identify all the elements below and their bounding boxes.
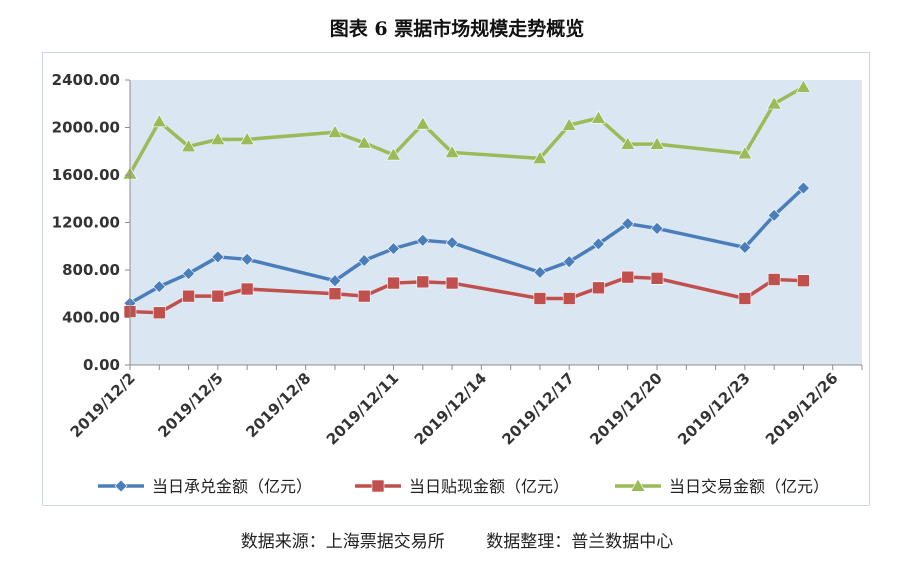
data-point [211,289,225,303]
plot-area [130,80,862,365]
y-tick-label: 0.00 [83,356,120,374]
x-tick-label: 2019/12/11 [323,369,403,449]
plot-area-layer [130,80,862,365]
data-point [357,254,371,267]
data-point [114,479,128,493]
data-point [592,281,605,295]
legend-label: 当日承兑金额（亿元） [152,477,312,496]
data-point [620,136,636,150]
data-point [182,289,195,303]
data-point [649,136,665,150]
data-point [533,292,547,305]
series-3 [122,79,811,180]
data-point [416,275,430,289]
x-tick-label: 2019/12/14 [411,369,491,449]
series-line [129,186,805,305]
data-source-text: 数据来源：上海票据交易所 [240,532,445,552]
y-tick-label: 400.00 [62,309,120,327]
legend-item-1: 当日承兑金额（亿元） [98,477,312,496]
x-tick-label: 2019/12/8 [242,369,314,441]
y-tick-label: 800.00 [62,261,120,279]
x-tick-label: 2019/12/20 [586,369,666,449]
data-point [767,208,781,222]
data-point [386,147,402,161]
data-point [371,479,385,493]
data-point [387,276,400,290]
data-point [592,237,605,251]
x-tick-label: 2019/12/26 [762,369,842,449]
data-point [152,306,166,320]
data-point [630,478,646,492]
data-point [327,124,343,138]
x-tick-label: 2019/12/5 [155,369,227,441]
legend-label: 当日交易金额（亿元） [669,477,829,496]
data-point [181,138,197,153]
data-point [387,242,400,256]
series-1 [123,181,810,310]
legend: 当日承兑金额（亿元） 当日贴现金额（亿元） 当日交易金额（亿元） [98,477,829,496]
data-point [328,274,342,288]
data-point [795,79,811,93]
data-compiler-text: 数据整理：普兰数据中心 [486,532,674,552]
data-point [767,273,781,286]
data-point [445,276,459,290]
data-point [562,292,576,305]
y-tick-label: 1600.00 [52,166,120,184]
y-tick-label: 1200.00 [52,214,120,232]
data-point [650,272,664,285]
chart-title: 图表 6 票据市场规模走势概览 [329,18,585,40]
data-point [445,236,459,250]
data-point [532,150,548,164]
data-point [415,116,431,130]
data-point [797,274,810,287]
data-point [239,131,255,145]
data-point [211,250,225,264]
x-tick-label: 2019/12/2 [67,369,139,441]
data-point [210,131,226,145]
x-tick-label: 2019/12/23 [674,369,754,449]
data-point [416,233,430,247]
data-point [562,255,576,269]
data-point [151,113,167,128]
data-point [240,252,254,266]
data-point [444,144,460,158]
data-point [737,146,753,160]
data-point [797,181,810,195]
y-tick-label: 2400.00 [52,71,120,89]
source-line: 数据来源：上海票据交易所 数据整理：普兰数据中心 [0,527,914,552]
data-point [650,222,664,235]
data-point [328,287,342,301]
data-point [590,110,606,124]
data-point [182,267,195,280]
y-tick-label: 2000.00 [52,119,120,137]
data-point [766,96,782,110]
x-tick-label: 2019/12/17 [499,369,579,449]
data-point [152,280,166,294]
data-point [561,117,577,131]
data-point [240,282,254,296]
data-point [738,241,752,254]
data-point [533,265,547,279]
data-point [621,270,635,284]
series-layer [122,79,811,320]
legend-item-2: 当日贴现金额（亿元） [355,477,569,496]
series-2 [123,270,810,320]
data-point [621,217,635,231]
legend-label: 当日贴现金额（亿元） [409,477,569,496]
data-point [738,292,752,305]
data-point [356,135,372,149]
legend-item-3: 当日交易金额（亿元） [615,477,829,496]
data-point [357,289,371,303]
